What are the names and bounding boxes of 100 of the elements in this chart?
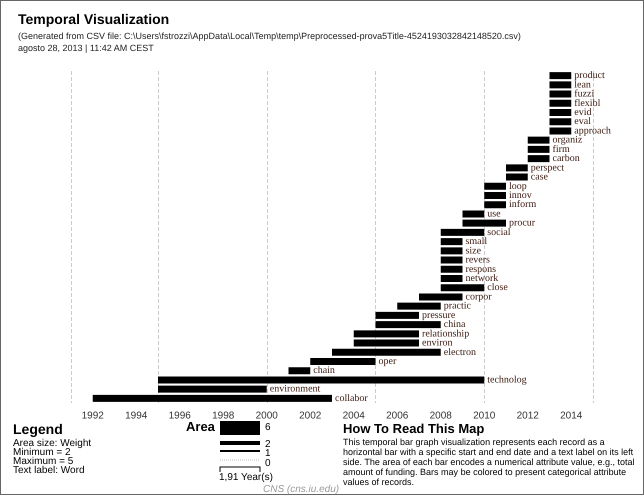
bar <box>419 293 462 300</box>
bar <box>462 210 484 218</box>
bar <box>397 302 441 310</box>
x-tick-label: 2010 <box>473 410 496 422</box>
y-tick-label: case <box>530 172 549 183</box>
x-tick-label: 2004 <box>342 410 366 422</box>
x-tick-label: 1994 <box>125 410 148 422</box>
text: 1 <box>265 448 271 459</box>
y-tick-label: network <box>466 273 498 284</box>
y-tick-label: small <box>466 236 488 248</box>
bar <box>376 321 441 328</box>
y-tick-label: innov <box>509 190 532 201</box>
y-tick-label: social <box>487 226 511 238</box>
bar <box>376 312 419 319</box>
text: 6 <box>265 422 271 433</box>
y-tick-label: close <box>487 282 508 294</box>
text: This temporal bar graph visualization represents each record as a horizontal bar with a specific start and end date and a text label on its left side. The area of each bar encodes a numerical attribute value, e.g., total amount of funding. Bars may be colored to present categorical attribute values of records. <box>343 437 636 487</box>
text: Area size: Weight <box>13 438 92 449</box>
chart-subtitle: (Generated from CSV file: C:\Users\fstrozzi\AppData\Local\Temp\temp\Preprocessed-prova5Title-4524193032842148520.csv) agosto 28, 2013 | 11:42 AM CEST <box>18 31 521 53</box>
x-tick-label: 2008 <box>430 410 452 422</box>
y-tick-label: china <box>444 319 466 330</box>
y-tick-label: size <box>466 245 482 256</box>
y-tick-label: use <box>487 208 502 220</box>
bar <box>550 90 572 98</box>
x-tick-label: 1998 <box>212 410 235 422</box>
y-tick-label: environment <box>270 384 321 395</box>
bar <box>528 136 550 144</box>
chart-title: Temporal Visualization <box>18 11 170 27</box>
bar <box>484 201 506 208</box>
text: Minimum = 2 <box>13 447 71 458</box>
y-tick-label: perspect <box>530 162 564 174</box>
y-tick-label: pressure <box>422 310 456 321</box>
text: 0 <box>265 458 271 469</box>
x-tick-label: 2014 <box>560 410 583 422</box>
bar <box>528 146 550 153</box>
bar <box>440 284 484 292</box>
bar <box>550 81 572 88</box>
text: Legend <box>13 421 63 437</box>
bar <box>288 367 310 374</box>
text: CNS (cns.iu.edu) <box>263 484 340 495</box>
text: Area <box>186 419 215 434</box>
text: Text label: Word <box>13 465 85 476</box>
bar <box>484 182 506 190</box>
y-tick-label: environ <box>422 338 453 349</box>
x-tick-label: 2000 <box>256 410 278 422</box>
bar <box>550 127 572 134</box>
y-tick-label: organiz <box>552 134 583 146</box>
text: How To Read This Map <box>343 421 484 436</box>
bar <box>440 228 484 236</box>
text: 2 <box>265 439 271 450</box>
y-tick-label: eval <box>574 116 592 128</box>
y-tick-label: revers <box>466 254 490 266</box>
x-tick-label: 2012 <box>516 410 540 422</box>
text: Maximum = 5 <box>13 456 74 467</box>
x-tick-label: 1992 <box>82 410 104 422</box>
y-tick-label: chain <box>313 365 335 376</box>
y-tick-label: evid <box>574 107 592 118</box>
y-tick-label: lean <box>574 79 591 90</box>
y-tick-label: collabor <box>335 392 368 404</box>
bar <box>440 275 462 282</box>
y-tick-label: approach <box>574 125 611 136</box>
bar <box>354 330 419 338</box>
y-tick-label: inform <box>509 199 536 210</box>
bar <box>440 266 462 273</box>
bar <box>506 174 528 181</box>
y-tick-label: procur <box>509 218 536 229</box>
y-tick-label: firm <box>552 144 570 155</box>
x-tick-label: 2002 <box>299 410 322 422</box>
y-tick-label: flexibl <box>574 98 601 109</box>
y-tick-label: relationship <box>422 328 470 340</box>
bar <box>506 164 528 172</box>
bar <box>158 386 267 393</box>
bar <box>92 394 332 402</box>
y-tick-label: fuzzi <box>574 88 594 100</box>
y-tick-label: oper <box>378 356 397 367</box>
y-tick-label: corpor <box>466 291 492 302</box>
y-tick-label: electron <box>444 346 476 358</box>
bar <box>550 118 572 126</box>
bar <box>310 358 376 365</box>
bar <box>550 100 572 107</box>
text: 1,91 Year(s) <box>219 472 273 483</box>
bar <box>332 348 441 356</box>
bar <box>158 376 484 384</box>
bar <box>462 220 506 227</box>
y-tick-label: respons <box>466 264 496 275</box>
bar <box>354 340 419 347</box>
bar <box>528 155 550 162</box>
y-tick-label: carbon <box>552 153 580 164</box>
y-tick-label: technolog <box>487 374 527 386</box>
y-tick-label: practic <box>444 300 472 312</box>
bar <box>440 256 462 264</box>
x-tick-label: 1996 <box>168 410 192 422</box>
y-tick-label: product <box>574 70 606 82</box>
bar <box>440 238 462 246</box>
bar <box>484 192 506 199</box>
bar <box>550 72 572 80</box>
bar <box>440 247 462 254</box>
bar <box>550 109 572 116</box>
y-tick-label: loop <box>509 180 527 192</box>
x-tick-label: 2006 <box>386 410 409 422</box>
